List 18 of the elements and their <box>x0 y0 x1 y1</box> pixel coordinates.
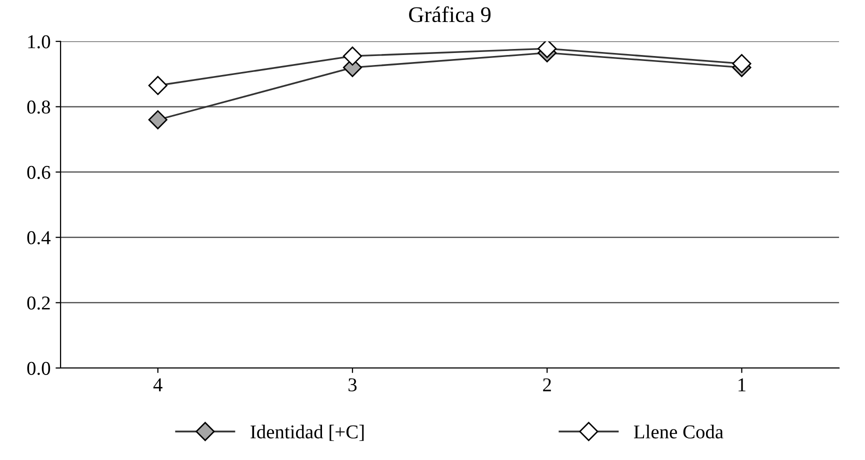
y-tick-label: 0.6 <box>27 166 50 180</box>
legend-label: Llene Coda <box>634 424 724 438</box>
point <box>538 41 557 58</box>
y-tick-label: 1.0 <box>28 35 50 48</box>
legend-label: Identidad [+C] <box>250 424 364 441</box>
y-tick-label: 0.0 <box>27 362 50 376</box>
point <box>732 54 752 74</box>
y-tick-label: 0.4 <box>27 231 51 244</box>
x-tick-label: 4 <box>153 378 162 392</box>
point <box>148 76 168 96</box>
y-tick-label: 0.8 <box>27 100 50 114</box>
x-tick-label: 3 <box>348 378 357 392</box>
x-tick-label: 1 <box>738 378 746 392</box>
point <box>342 46 362 66</box>
chart-title: Gráfica 9 <box>409 6 491 22</box>
y-tick-label: 0.2 <box>27 296 50 310</box>
point <box>148 110 168 130</box>
x-tick-label: 2 <box>543 378 551 392</box>
